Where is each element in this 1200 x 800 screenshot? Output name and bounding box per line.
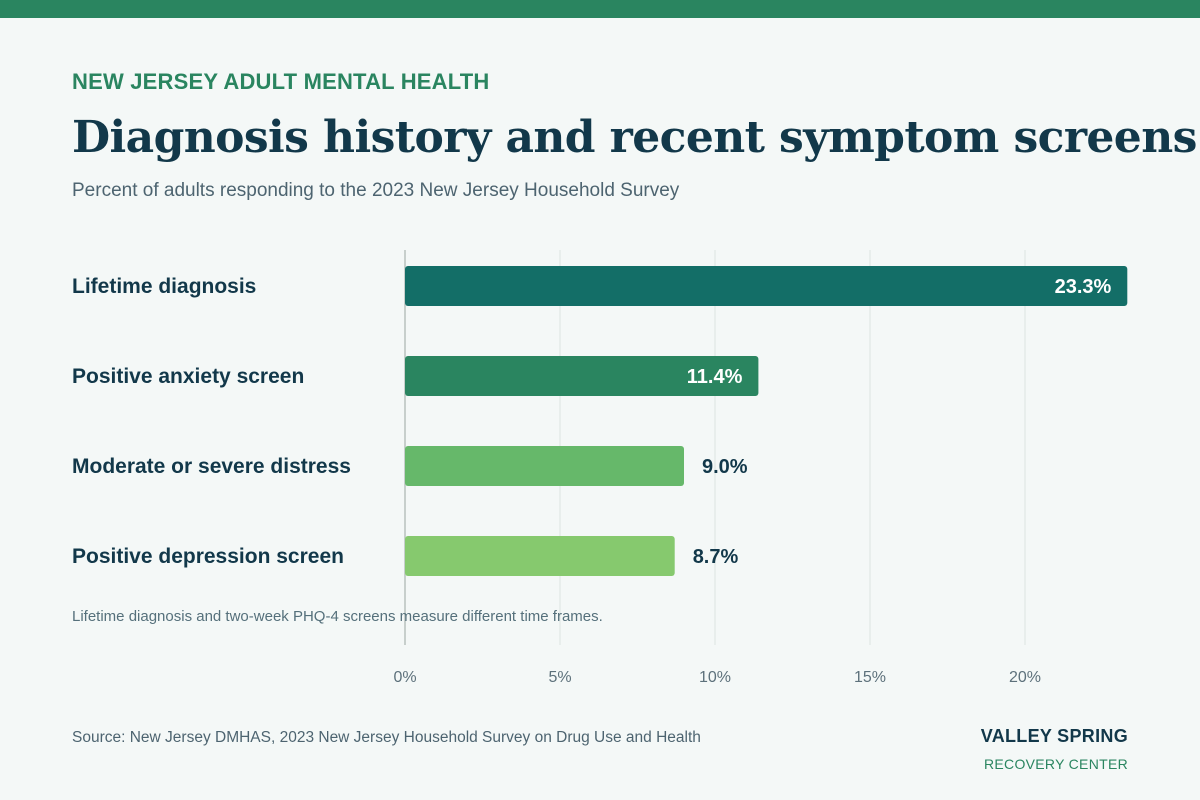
x-tick-label: 0% <box>393 669 416 686</box>
top-accent-bar <box>0 0 1200 18</box>
eyebrow-label: NEW JERSEY ADULT MENTAL HEALTH <box>72 69 490 94</box>
category-label: Lifetime diagnosis <box>72 275 256 298</box>
category-label: Positive anxiety screen <box>72 365 304 388</box>
bar <box>405 536 675 576</box>
category-label: Moderate or severe distress <box>72 455 351 478</box>
grid-lines <box>404 250 1026 645</box>
data-label: 23.3% <box>1055 276 1112 298</box>
source-note: Source: New Jersey DMHAS, 2023 New Jerse… <box>72 729 701 746</box>
x-tick-label: 20% <box>1009 669 1041 686</box>
footnote: Lifetime diagnosis and two-week PHQ-4 sc… <box>72 608 603 625</box>
bars: 23.3% 11.4% 9.0% 8.7% <box>405 266 1128 576</box>
bar <box>405 446 684 486</box>
data-label: 8.7% <box>693 546 739 568</box>
x-tick-label: 5% <box>548 669 571 686</box>
category-label: Positive depression screen <box>72 545 344 568</box>
x-tick-label: 15% <box>854 669 886 686</box>
category-labels: Lifetime diagnosis Positive anxiety scree… <box>72 275 351 568</box>
bar <box>405 356 759 396</box>
bar <box>405 266 1128 306</box>
brand-name: VALLEY SPRING <box>980 726 1128 746</box>
chart-subtitle: Percent of adults responding to the 2023… <box>72 180 680 201</box>
chart-title: Diagnosis history and recent symptom scr… <box>72 112 1197 163</box>
x-tick-label: 10% <box>699 669 731 686</box>
data-label: 9.0% <box>702 456 748 478</box>
x-axis-ticks: 0% 5% 10% 15% 20% <box>393 669 1041 686</box>
brand-tagline: RECOVERY CENTER <box>983 756 1128 772</box>
data-label: 11.4% <box>687 366 743 388</box>
